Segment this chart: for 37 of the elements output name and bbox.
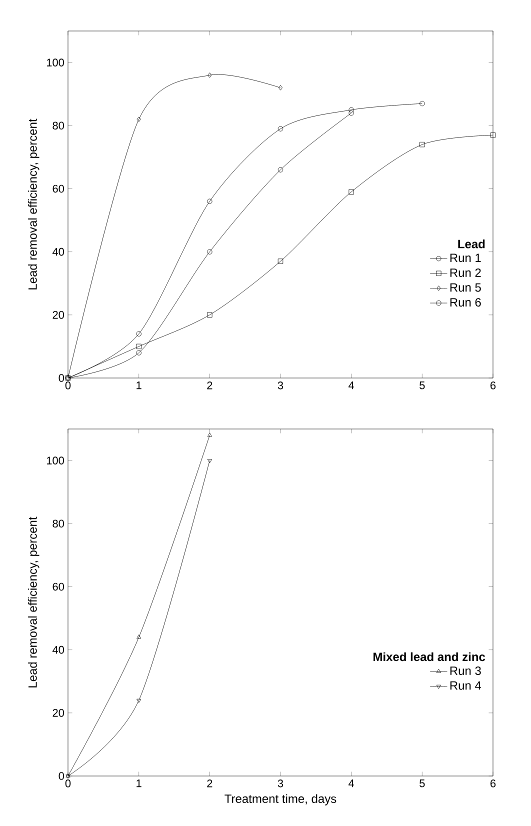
legend-label: Run 6 <box>450 298 481 307</box>
legend-label: Run 4 <box>450 681 482 690</box>
x-tick-label: 3 <box>278 382 284 390</box>
y-tick-label: 20 <box>52 311 64 319</box>
x-tick-label: 2 <box>207 382 212 390</box>
y-tick-label: 100 <box>46 456 64 464</box>
y-axis-title: Lead removal efficiency, percent <box>28 516 40 688</box>
y-tick-label: 80 <box>52 520 64 528</box>
legend-title: Lead <box>458 240 485 248</box>
x-tick-label: 6 <box>490 780 496 788</box>
x-tick-label: 5 <box>420 382 425 390</box>
y-tick-label: 60 <box>52 582 64 591</box>
legend-label: Run 3 <box>450 666 481 676</box>
x-tick-label: 0 <box>65 780 71 788</box>
x-tick-label: 3 <box>278 780 284 788</box>
x-tick-label: 5 <box>420 780 425 788</box>
x-axis-title: Treatment time, days <box>224 794 336 806</box>
y-tick-label: 80 <box>52 122 64 130</box>
y-tick-label: 0 <box>58 772 64 780</box>
x-tick-label: 1 <box>136 780 142 788</box>
y-tick-label: 60 <box>52 184 64 193</box>
y-tick-label: 100 <box>46 58 64 66</box>
x-tick-label: 4 <box>348 780 354 788</box>
y-tick-label: 40 <box>52 248 64 256</box>
legend-label: Run 1 <box>450 254 481 262</box>
x-tick-label: 4 <box>348 382 354 390</box>
y-tick-label: 40 <box>52 646 64 654</box>
legend-title: Mixed lead and zinc <box>374 652 486 662</box>
legend-label: Run 2 <box>450 268 481 277</box>
x-tick-label: 1 <box>136 382 142 390</box>
x-tick-label: 0 <box>65 382 71 390</box>
y-tick-label: 20 <box>52 709 64 717</box>
x-tick-label: 2 <box>207 780 212 788</box>
legend-label: Run 5 <box>450 283 481 292</box>
y-axis-title: Lead removal efficiency, percent <box>28 118 40 290</box>
y-tick-label: 0 <box>58 374 64 382</box>
x-tick-label: 6 <box>490 382 496 390</box>
